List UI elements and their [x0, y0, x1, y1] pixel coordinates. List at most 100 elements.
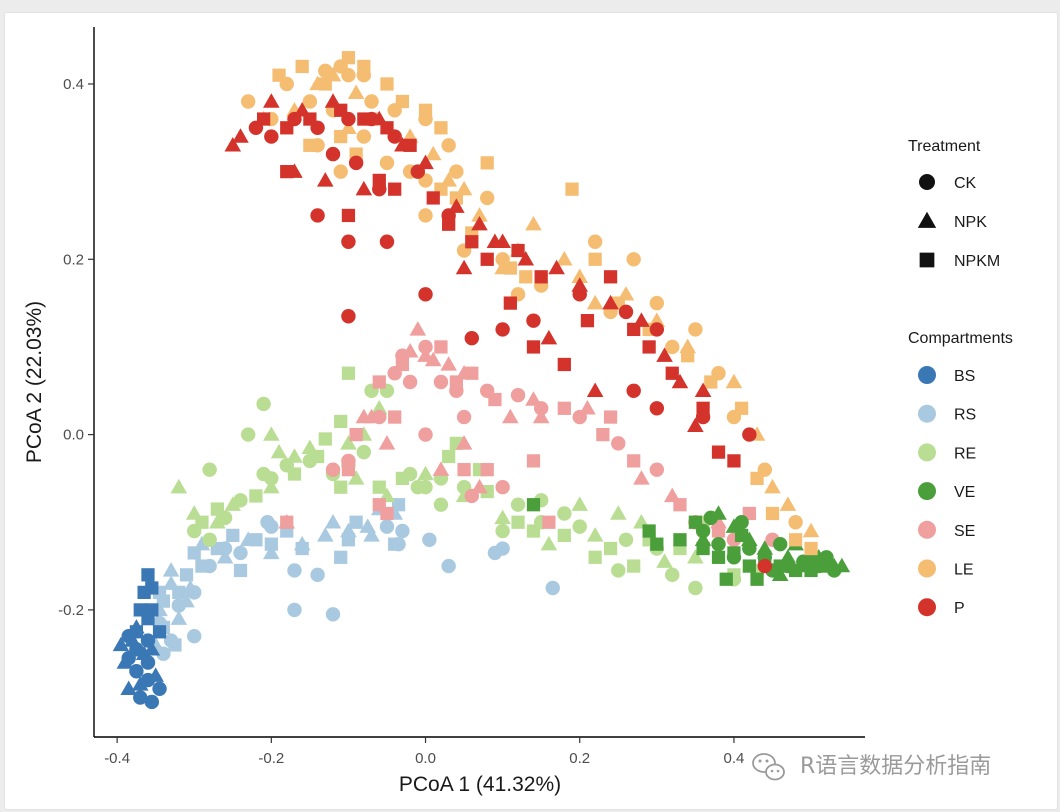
data-point-re-npk [610, 505, 627, 520]
data-point-le-ck [241, 94, 256, 109]
data-point-se-npkm [542, 515, 556, 529]
data-point-p-npkm [303, 112, 317, 126]
data-point-re-ck [410, 479, 426, 495]
legend-key-bs [918, 366, 936, 384]
data-point-p-npkm [727, 454, 741, 468]
data-point-rs-ck [287, 563, 302, 578]
data-point-p-npk [317, 172, 334, 187]
data-point-ve-ck [772, 536, 788, 552]
data-point-p-ck [495, 322, 510, 337]
data-point-ve-npkm [688, 515, 703, 529]
data-point-p-npkm [357, 112, 371, 126]
y-axis-title: PCoA 2 (22.03%) [23, 301, 46, 463]
data-point-le-npk [525, 215, 542, 231]
data-point-p-ck [325, 146, 341, 162]
data-point-re-npkm [627, 559, 641, 573]
data-point-re-npkm [395, 471, 410, 486]
watermark: R语言数据分析指南 [752, 753, 991, 781]
data-point-le-ck [788, 515, 803, 530]
data-point-p-ck [649, 322, 665, 337]
data-point-le-npkm [341, 51, 356, 65]
data-point-p-ck [379, 234, 395, 249]
data-point-bs-ck [133, 690, 148, 705]
data-point-le-npkm [318, 77, 332, 91]
data-point-se-ck [402, 374, 418, 390]
data-point-p-ck [757, 558, 772, 574]
legend-key-npkm [919, 252, 935, 268]
data-point-re-npkm [195, 515, 209, 529]
data-point-re-npk [586, 527, 604, 542]
data-point-p-ck [341, 234, 356, 249]
wechat-icon [752, 753, 785, 781]
data-point-le-npkm [357, 59, 371, 74]
data-point-le-npkm [395, 94, 410, 109]
data-point-rs-npk [324, 513, 342, 529]
data-point-rs-npk [317, 527, 334, 542]
data-point-se-npkm [627, 454, 641, 468]
data-point-rs-ck [310, 567, 325, 583]
data-point-rs-npkm [388, 537, 402, 551]
data-point-p-npkm [665, 366, 679, 380]
data-point-le-ck [649, 295, 665, 311]
data-point-rs-ck [233, 545, 248, 561]
data-point-p-npk [694, 382, 712, 397]
data-point-se-ck [495, 479, 510, 495]
data-point-ve-npkm [673, 533, 687, 547]
data-point-se-npk [633, 470, 650, 485]
data-point-re-ck [495, 523, 510, 539]
x-tick-label: 0.4 [724, 750, 745, 767]
data-point-le-npk [725, 373, 743, 389]
data-point-le-npkm [449, 191, 463, 205]
data-point-p-ck [626, 383, 641, 398]
data-point-re-npkm [511, 515, 525, 529]
data-point-re-npkm [557, 528, 571, 543]
legend-label-re: RE [954, 445, 976, 462]
data-point-rs-npk [363, 527, 380, 542]
x-tick-label: -0.4 [104, 750, 130, 767]
data-point-bs-npk [131, 676, 149, 691]
data-point-p-npkm [442, 217, 456, 231]
data-point-le-npk [471, 207, 488, 222]
data-point-se-npk [502, 408, 519, 424]
data-point-p-npk [540, 329, 558, 345]
data-point-p-npk [471, 215, 488, 231]
legend-label-npk: NPK [954, 214, 987, 231]
data-point-p-npk [224, 137, 242, 152]
data-point-rs-npkm [391, 498, 406, 512]
data-point-le-npkm [418, 103, 433, 117]
data-point-p-npkm [511, 243, 525, 258]
data-point-re-npk [494, 509, 511, 525]
data-point-se-npkm [380, 506, 394, 521]
x-tick-label: 0.0 [415, 750, 436, 767]
data-point-se-npk [532, 408, 550, 424]
treatment-legend-title: Treatment [908, 138, 981, 155]
data-point-bs-ck [144, 694, 160, 710]
data-point-re-ck [256, 466, 271, 482]
data-point-le-ck [379, 155, 395, 171]
data-point-ve-npkm [773, 559, 787, 573]
data-point-re-npk [347, 470, 365, 485]
compartments-legend-title: Compartments [908, 330, 1013, 347]
data-point-bs-npkm [141, 568, 155, 582]
legend-label-ve: VE [954, 484, 975, 501]
legend-label-rs: RS [954, 407, 976, 424]
data-point-re-ck [618, 532, 634, 547]
data-point-le-npkm [272, 68, 286, 82]
data-point-re-npkm [526, 524, 541, 538]
data-point-re-ck [202, 532, 217, 547]
data-point-le-npk [802, 522, 820, 538]
data-point-se-ck [649, 462, 665, 477]
data-point-re-npk [270, 443, 288, 459]
data-point-le-npkm [295, 59, 309, 74]
treatment-legend: Treatment CK NPK NPKM [908, 138, 1000, 270]
data-point-p-ck [418, 287, 433, 302]
data-point-re-ck [572, 519, 587, 534]
data-point-re-npk [209, 513, 226, 529]
data-point-rs-npk [162, 562, 180, 577]
data-point-ve-npkm [711, 550, 726, 564]
data-point-se-npk [525, 391, 542, 406]
data-point-rs-npkm [341, 533, 356, 547]
data-point-re-npk [286, 448, 303, 463]
data-point-se-npkm [388, 410, 402, 424]
data-point-re-ck [356, 444, 372, 460]
